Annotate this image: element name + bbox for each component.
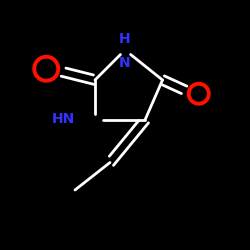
Text: HN: HN bbox=[52, 112, 75, 126]
Text: N: N bbox=[119, 56, 131, 70]
Text: H: H bbox=[119, 32, 131, 46]
